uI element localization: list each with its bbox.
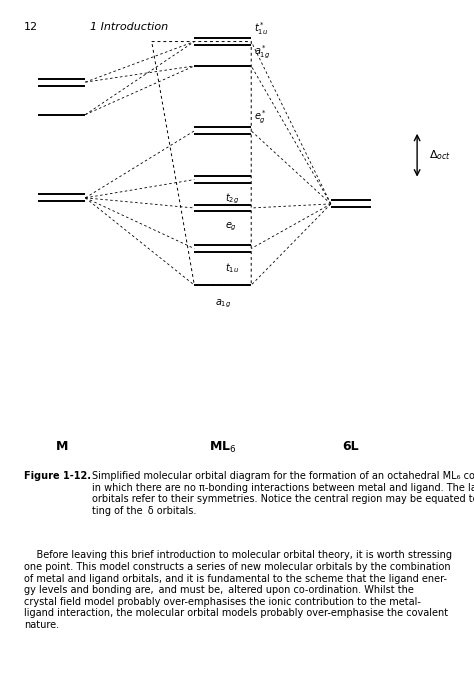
Text: $\Delta_{oct}$: $\Delta_{oct}$: [429, 149, 451, 162]
Text: $e_g^*$: $e_g^*$: [254, 109, 266, 126]
Text: $a_{1g}^*$: $a_{1g}^*$: [254, 44, 270, 61]
Text: Before leaving this brief introduction to molecular orbital theory, it is worth : Before leaving this brief introduction t…: [24, 550, 452, 630]
Text: ML$_6$: ML$_6$: [209, 440, 237, 455]
Text: Simplified molecular orbital diagram for the formation of an octahedral ML₆ comp: Simplified molecular orbital diagram for…: [92, 471, 474, 516]
Text: $t_{1u}^*$: $t_{1u}^*$: [254, 20, 268, 36]
Text: 6L: 6L: [342, 440, 359, 453]
Text: 12: 12: [24, 22, 38, 32]
Text: $t_{1u}$: $t_{1u}$: [225, 261, 239, 275]
Text: 1 Introduction: 1 Introduction: [90, 22, 168, 32]
Text: $a_{1g}$: $a_{1g}$: [215, 297, 231, 310]
Text: M: M: [55, 440, 68, 453]
Text: $t_{2g}$: $t_{2g}$: [225, 192, 239, 206]
Text: $e_g$: $e_g$: [225, 220, 237, 233]
Text: Figure 1-12.: Figure 1-12.: [24, 471, 91, 482]
